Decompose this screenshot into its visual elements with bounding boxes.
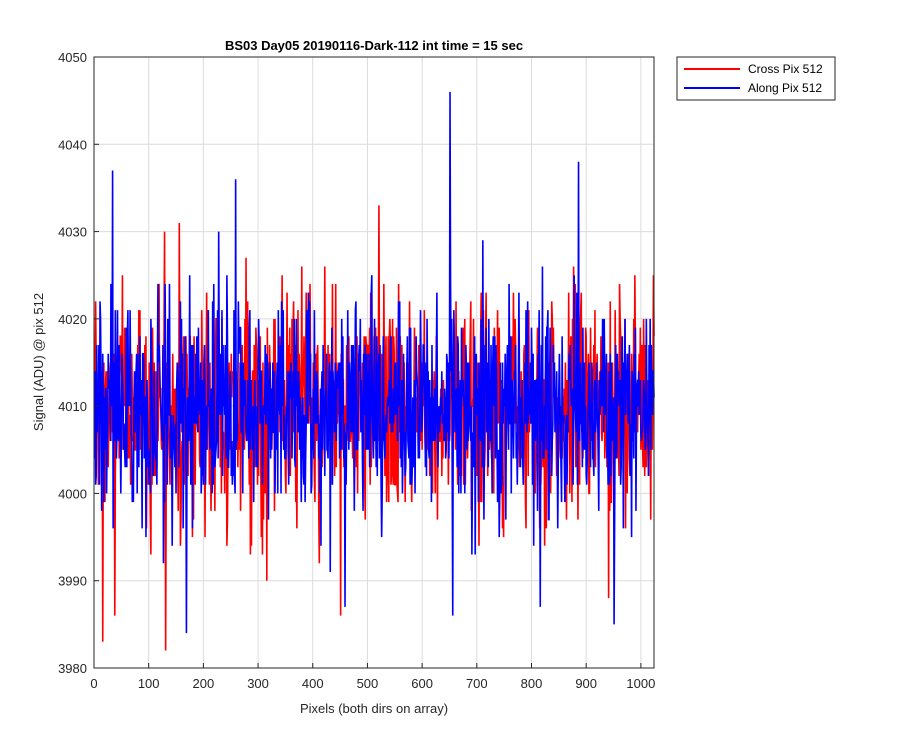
x-tick-label: 200 xyxy=(193,676,215,691)
legend-box xyxy=(676,56,836,101)
x-tick-label: 800 xyxy=(521,676,543,691)
plot-lines xyxy=(93,91,655,651)
x-tick-label: 400 xyxy=(302,676,324,691)
x-tick-label: 600 xyxy=(411,676,433,691)
y-axis: 3980 3990 4000 4010 4020 4030 4040 4050 xyxy=(58,50,99,676)
y-tick-label: 4010 xyxy=(58,399,87,414)
x-axis-label: Pixels (both dirs on array) xyxy=(300,701,448,716)
legend-label-cross: Cross Pix 512 xyxy=(748,62,823,76)
y-tick-label: 3980 xyxy=(58,661,87,676)
x-tick-label: 100 xyxy=(138,676,160,691)
y-tick-label: 3990 xyxy=(58,574,87,589)
y-tick-label: 4030 xyxy=(58,225,87,240)
y-tick-label: 4020 xyxy=(58,312,87,327)
legend-label-along: Along Pix 512 xyxy=(748,81,822,95)
y-tick-label: 4040 xyxy=(58,137,87,152)
x-tick-label: 0 xyxy=(90,676,97,691)
x-axis: 0 100 200 300 400 500 600 700 800 900 1000 xyxy=(90,663,655,691)
y-tick-label: 4000 xyxy=(58,486,87,501)
x-tick-label: 300 xyxy=(247,676,269,691)
x-tick-label: 700 xyxy=(466,676,488,691)
series-line-along-pix-512 xyxy=(93,91,655,634)
chart-title: BS03 Day05 20190116-Dark-112 int time = … xyxy=(225,38,523,53)
y-axis-label: Signal (ADU) @ pix 512 xyxy=(31,293,46,431)
x-tick-label: 1000 xyxy=(626,676,655,691)
plot-frame xyxy=(93,56,655,669)
x-tick-label: 900 xyxy=(575,676,597,691)
y-tick-label: 4050 xyxy=(58,50,87,65)
x-tick-label: 500 xyxy=(357,676,379,691)
legend: Cross Pix 512 Along Pix 512 xyxy=(676,56,836,101)
